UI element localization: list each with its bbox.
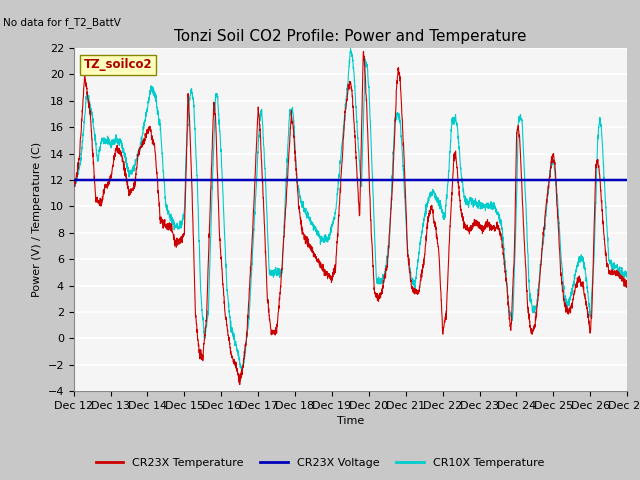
Text: No data for f_T2_BattV: No data for f_T2_BattV [3,17,121,28]
Text: TZ_soilco2: TZ_soilco2 [84,58,152,72]
X-axis label: Time: Time [337,417,364,426]
Y-axis label: Power (V) / Temperature (C): Power (V) / Temperature (C) [32,142,42,297]
Legend: CR23X Temperature, CR23X Voltage, CR10X Temperature: CR23X Temperature, CR23X Voltage, CR10X … [91,453,549,472]
Title: Tonzi Soil CO2 Profile: Power and Temperature: Tonzi Soil CO2 Profile: Power and Temper… [174,29,527,44]
